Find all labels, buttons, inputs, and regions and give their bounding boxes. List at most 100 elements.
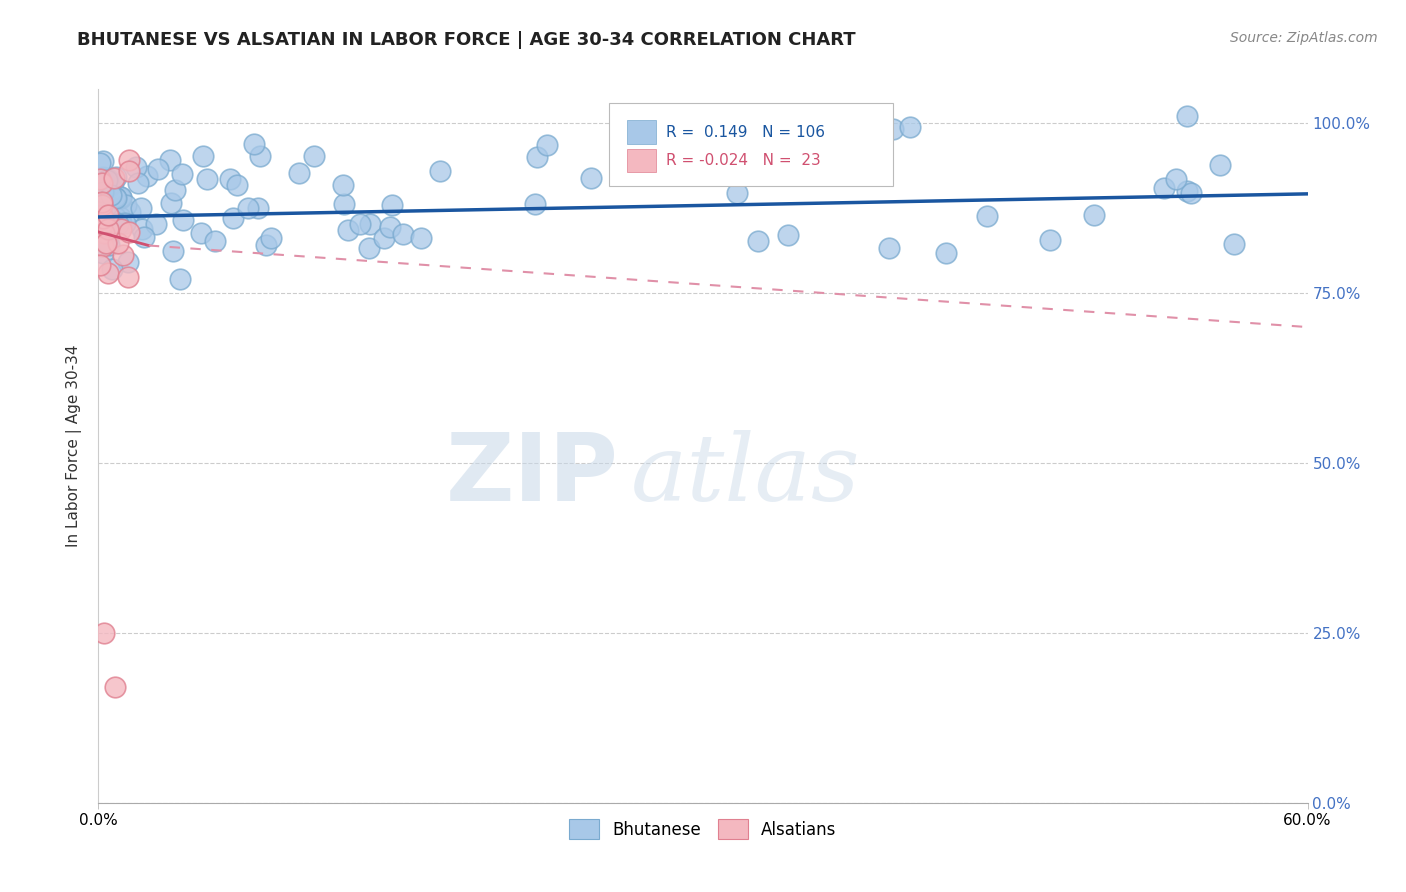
Point — [96, 236, 118, 251]
Point — [105, 191, 128, 205]
Point — [160, 195, 183, 210]
Point — [162, 244, 184, 259]
Point — [195, 172, 218, 186]
Point — [260, 231, 283, 245]
Point — [191, 149, 214, 163]
FancyBboxPatch shape — [627, 120, 655, 144]
Point — [254, 238, 277, 252]
Text: atlas: atlas — [630, 430, 860, 519]
Point — [110, 222, 132, 236]
Point — [118, 225, 141, 239]
Point — [96, 235, 118, 249]
Point — [96, 173, 118, 187]
Point — [359, 241, 381, 255]
Point — [249, 148, 271, 162]
FancyBboxPatch shape — [627, 149, 655, 172]
Point — [110, 216, 132, 230]
Point — [90, 211, 112, 225]
Point — [98, 178, 121, 193]
Point — [100, 188, 122, 202]
Point — [115, 198, 138, 212]
Point — [172, 213, 194, 227]
Point — [91, 207, 114, 221]
Point — [91, 169, 114, 184]
Point — [132, 230, 155, 244]
Point — [101, 191, 124, 205]
Point — [101, 261, 124, 276]
Point — [118, 163, 141, 178]
Point — [89, 259, 111, 273]
Text: R = -0.024   N =  23: R = -0.024 N = 23 — [665, 153, 820, 168]
Point — [725, 186, 748, 200]
Point — [93, 626, 115, 640]
Point — [96, 266, 118, 280]
Point — [90, 208, 112, 222]
Point — [333, 197, 356, 211]
Point — [935, 246, 957, 260]
Point — [882, 121, 904, 136]
Y-axis label: In Labor Force | Age 30-34: In Labor Force | Age 30-34 — [66, 344, 83, 548]
Point — [332, 178, 354, 193]
Point — [1153, 181, 1175, 195]
Point — [1175, 109, 1198, 123]
FancyBboxPatch shape — [609, 103, 893, 186]
Text: Source: ZipAtlas.com: Source: ZipAtlas.com — [1230, 31, 1378, 45]
Point — [236, 201, 259, 215]
Text: R =  0.149   N = 106: R = 0.149 N = 106 — [665, 125, 824, 139]
Point — [89, 156, 111, 170]
Point — [91, 195, 114, 210]
Point — [349, 217, 371, 231]
Point — [114, 217, 136, 231]
Point — [117, 255, 139, 269]
Point — [288, 166, 311, 180]
Point — [90, 198, 112, 212]
Point — [1083, 208, 1105, 222]
Point — [93, 186, 115, 200]
Point — [1180, 186, 1202, 201]
Point — [103, 680, 125, 694]
Point — [190, 226, 212, 240]
Point — [898, 120, 921, 135]
Point — [226, 178, 249, 192]
Point — [129, 201, 152, 215]
Point — [93, 203, 115, 218]
Point — [392, 227, 415, 241]
Text: ZIP: ZIP — [446, 428, 619, 521]
Point — [108, 190, 131, 204]
Point — [526, 151, 548, 165]
Point — [117, 153, 139, 167]
Point — [243, 137, 266, 152]
Legend: Bhutanese, Alsatians: Bhutanese, Alsatians — [562, 813, 844, 846]
Point — [117, 270, 139, 285]
Point — [110, 211, 132, 225]
Point — [222, 211, 245, 225]
Point — [96, 171, 118, 186]
Point — [1177, 184, 1199, 198]
Point — [91, 172, 114, 186]
Text: BHUTANESE VS ALSATIAN IN LABOR FORCE | AGE 30-34 CORRELATION CHART: BHUTANESE VS ALSATIAN IN LABOR FORCE | A… — [77, 31, 856, 49]
Point — [131, 222, 153, 236]
Point — [1039, 233, 1062, 247]
Point — [124, 160, 146, 174]
Point — [91, 176, 114, 190]
Point — [104, 190, 127, 204]
Point — [111, 248, 134, 262]
Point — [747, 234, 769, 248]
Point — [169, 272, 191, 286]
Point — [579, 171, 602, 186]
Point — [89, 202, 111, 217]
Point — [170, 167, 193, 181]
Point — [127, 176, 149, 190]
Point — [246, 202, 269, 216]
Point — [877, 241, 900, 255]
Point — [159, 153, 181, 168]
Point — [93, 226, 115, 240]
Point — [91, 154, 114, 169]
Point — [91, 211, 114, 225]
Point — [91, 239, 114, 253]
Point — [776, 228, 799, 243]
Point — [524, 197, 547, 211]
Point — [336, 222, 359, 236]
Point — [359, 217, 381, 231]
Point — [93, 182, 115, 196]
